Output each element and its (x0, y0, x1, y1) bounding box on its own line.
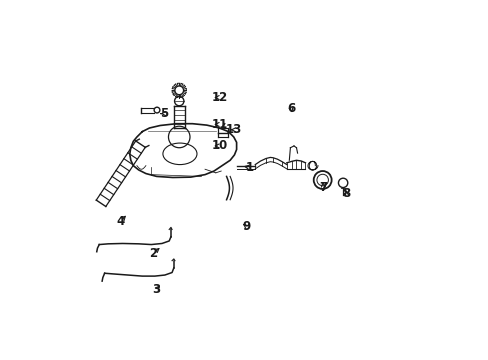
Text: 1: 1 (245, 161, 253, 174)
Text: 4: 4 (117, 215, 124, 228)
Text: 8: 8 (342, 187, 350, 200)
Text: 13: 13 (225, 123, 242, 136)
Text: 6: 6 (286, 102, 295, 115)
Text: 7: 7 (319, 181, 327, 194)
Text: 12: 12 (211, 91, 227, 104)
Text: 9: 9 (242, 220, 250, 233)
Text: 2: 2 (149, 247, 157, 260)
Text: 5: 5 (160, 107, 167, 120)
Text: 11: 11 (211, 118, 227, 131)
Text: 10: 10 (211, 139, 227, 152)
Text: 3: 3 (152, 283, 161, 296)
